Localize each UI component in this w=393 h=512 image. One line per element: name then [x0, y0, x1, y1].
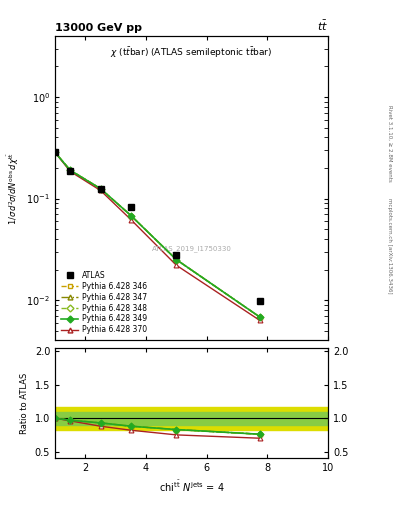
- Y-axis label: $1/\sigma\,d^2\!\sigma/dN^{\rm obs}\,d\chi^{{\rm t\bar{t}}}$: $1/\sigma\,d^2\!\sigma/dN^{\rm obs}\,d\c…: [5, 152, 21, 225]
- Text: 13000 GeV pp: 13000 GeV pp: [55, 23, 142, 33]
- Text: ATLAS_2019_I1750330: ATLAS_2019_I1750330: [152, 246, 231, 252]
- Text: $t\bar{t}$: $t\bar{t}$: [317, 19, 328, 33]
- Text: Rivet 3.1.10, ≥ 2.8M events: Rivet 3.1.10, ≥ 2.8M events: [387, 105, 392, 182]
- Legend: ATLAS, Pythia 6.428 346, Pythia 6.428 347, Pythia 6.428 348, Pythia 6.428 349, P: ATLAS, Pythia 6.428 346, Pythia 6.428 34…: [59, 268, 149, 337]
- Text: $\chi$ (t$\bar{t}$bar) (ATLAS semileptonic t$\bar{t}$bar): $\chi$ (t$\bar{t}$bar) (ATLAS semilepton…: [110, 45, 273, 60]
- Y-axis label: Ratio to ATLAS: Ratio to ATLAS: [20, 373, 29, 434]
- Text: mcplots.cern.ch [arXiv:1306.3436]: mcplots.cern.ch [arXiv:1306.3436]: [387, 198, 392, 293]
- X-axis label: chi$^{\rm t\bar{t}}$ $N^{\rm jets}$ = 4: chi$^{\rm t\bar{t}}$ $N^{\rm jets}$ = 4: [159, 479, 224, 494]
